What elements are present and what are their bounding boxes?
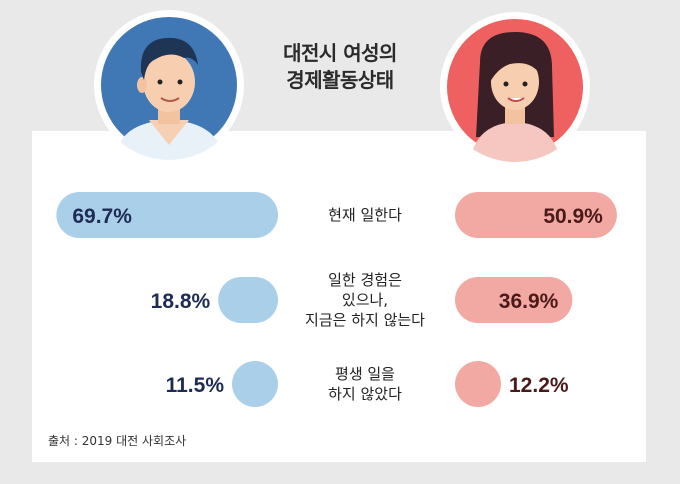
- value-label-right-1: 50.9%: [543, 205, 603, 228]
- category-label-1: 현재 일한다: [285, 205, 445, 225]
- source-note: 출처 : 2019 대전 사회조사: [48, 434, 187, 448]
- category-label-2-line-2: 있으나,: [341, 291, 389, 309]
- woman-avatar-icon: [440, 12, 590, 162]
- bar-right-2: [455, 277, 573, 323]
- category-label-2-line-3: 지금은 하지 않는다: [305, 311, 425, 329]
- title-line-1: 대전시 여성의: [283, 41, 397, 65]
- bar-right-1: [455, 192, 617, 238]
- man-avatar-icon: [94, 10, 244, 160]
- title-line-2: 경제활동상태: [286, 68, 394, 92]
- value-label-left-1: 69.7%: [72, 205, 132, 228]
- value-label-left-3: 11.5%: [166, 374, 225, 397]
- value-label-left-2: 18.8%: [151, 290, 211, 313]
- bar-left-2: [218, 277, 278, 323]
- bar-left-3: [232, 361, 278, 407]
- category-label-1-line-1: 현재 일한다: [328, 206, 402, 224]
- bar-left-1: [56, 192, 278, 238]
- category-label-3-line-2: 하지 않았다: [328, 385, 402, 403]
- category-label-3-line-1: 평생 일을: [335, 365, 395, 383]
- category-label-2-line-1: 일한 경험은: [328, 271, 402, 289]
- bar-right-3: [455, 361, 501, 407]
- value-label-right-3: 12.2%: [509, 374, 569, 397]
- chart-title: 대전시 여성의 경제활동상태: [270, 40, 410, 94]
- value-label-right-2: 36.9%: [499, 290, 559, 313]
